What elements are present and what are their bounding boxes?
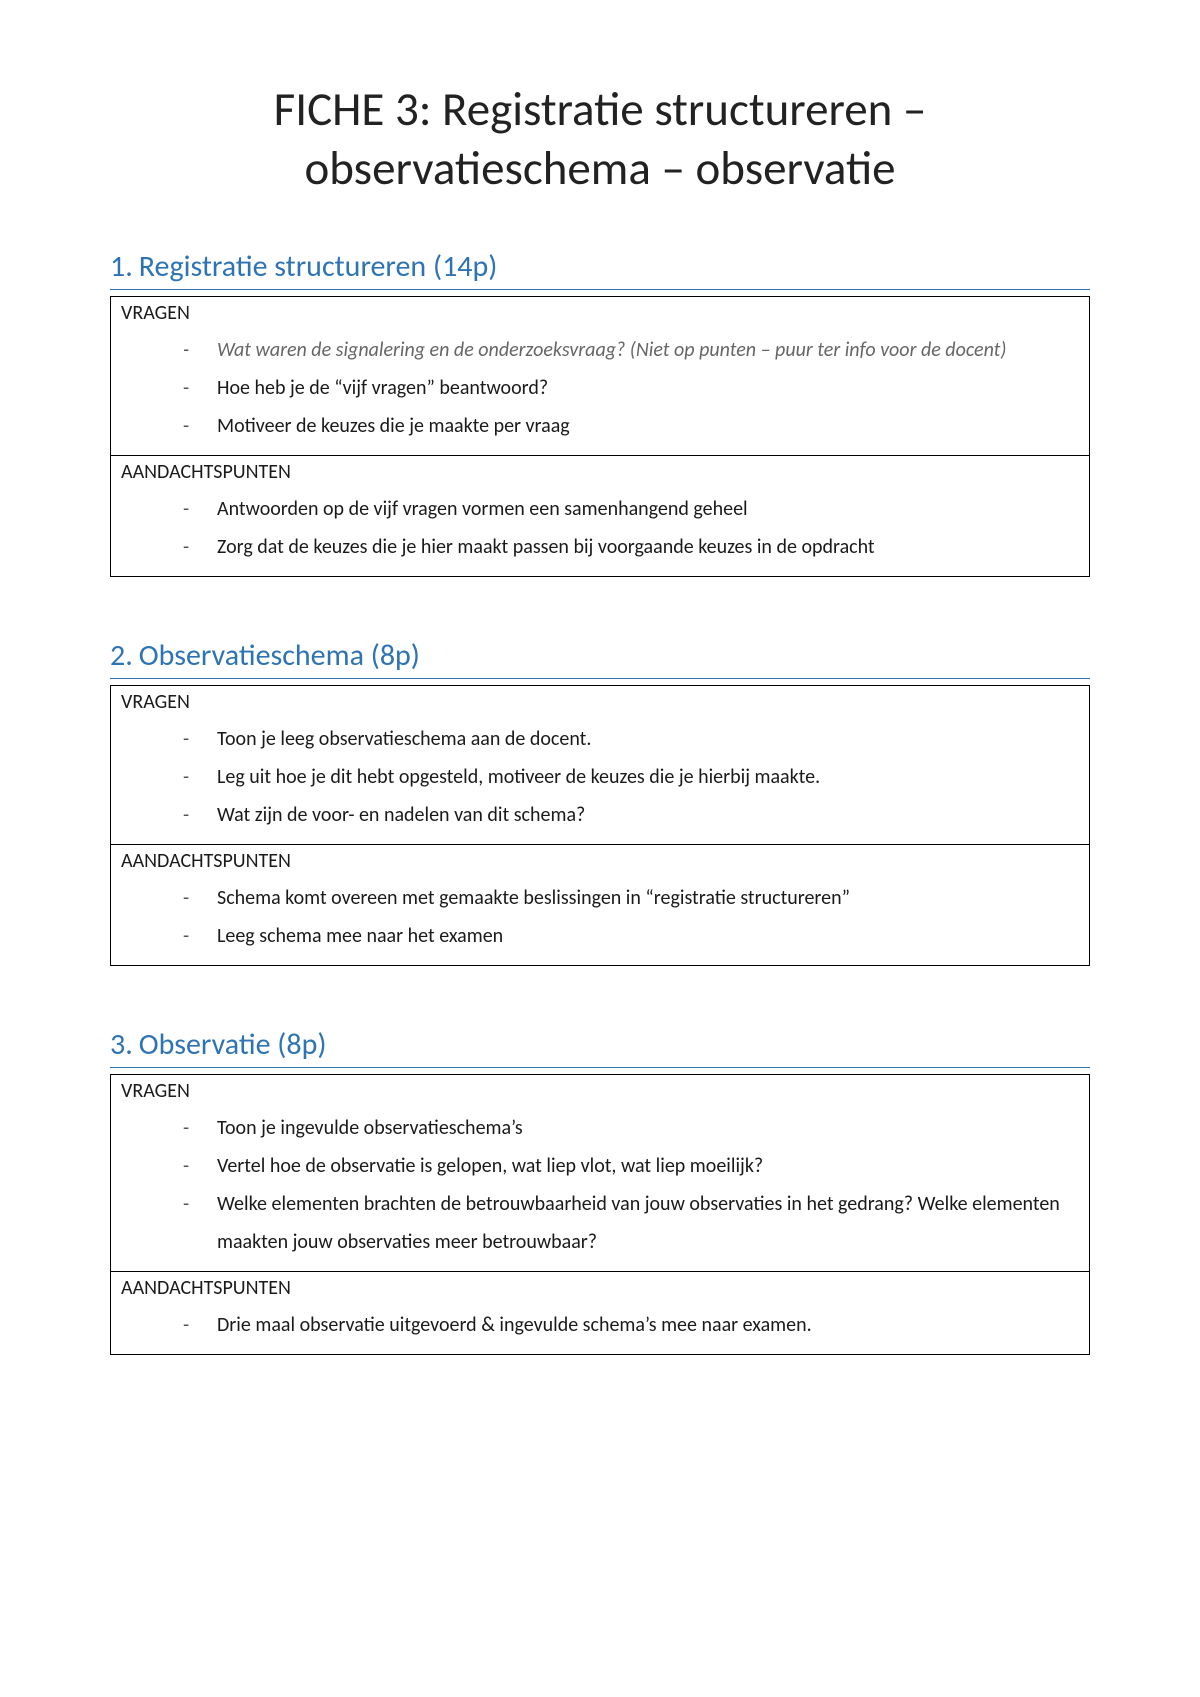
- list-item: Drie maal observatie uitgevoerd & ingevu…: [183, 1306, 1069, 1344]
- section-number: 2.: [110, 637, 133, 674]
- vragen-list: Wat waren de signalering en de onderzoek…: [111, 331, 1089, 445]
- section-title: Observatieschema (8p): [139, 637, 420, 674]
- vragen-box: VRAGEN Wat waren de signalering en de on…: [110, 296, 1090, 456]
- list-item: Leg uit hoe je dit hebt opgesteld, motiv…: [183, 758, 1069, 796]
- list-item: Toon je leeg observatieschema aan de doc…: [183, 720, 1069, 758]
- list-item: Welke elementen brachten de betrouwbaarh…: [183, 1185, 1069, 1261]
- vragen-list: Toon je leeg observatieschema aan de doc…: [111, 720, 1089, 834]
- list-item: Wat zijn de voor- en nadelen van dit sch…: [183, 796, 1069, 834]
- vragen-box: VRAGEN Toon je ingevulde observatieschem…: [110, 1074, 1090, 1272]
- box-label-vragen: VRAGEN: [111, 686, 1089, 716]
- list-item: Antwoorden op de vijf vragen vormen een …: [183, 490, 1069, 528]
- list-item: Schema komt overeen met gemaakte besliss…: [183, 879, 1069, 917]
- list-item: Hoe heb je de “vijf vragen” beantwoord?: [183, 369, 1069, 407]
- section-number: 1.: [110, 248, 133, 285]
- list-item: Motiveer de keuzes die je maakte per vra…: [183, 407, 1069, 445]
- aandacht-list: Schema komt overeen met gemaakte besliss…: [111, 879, 1089, 955]
- aandacht-list: Antwoorden op de vijf vragen vormen een …: [111, 490, 1089, 566]
- list-item: Zorg dat de keuzes die je hier maakt pas…: [183, 528, 1069, 566]
- section-number: 3.: [110, 1026, 133, 1063]
- section-title: Registratie structureren (14p): [139, 248, 498, 285]
- page: FICHE 3: Registratie structureren – obse…: [0, 0, 1200, 1697]
- list-item: Wat waren de signalering en de onderzoek…: [183, 331, 1069, 369]
- aandacht-list: Drie maal observatie uitgevoerd & ingevu…: [111, 1306, 1089, 1344]
- box-label-vragen: VRAGEN: [111, 297, 1089, 327]
- vragen-list: Toon je ingevulde observatieschema’s Ver…: [111, 1109, 1089, 1261]
- section-heading-3: 3.Observatie (8p): [110, 1026, 1090, 1068]
- spacer: [110, 966, 1090, 984]
- box-label-aandacht: AANDACHTSPUNTEN: [111, 1272, 1089, 1302]
- list-item: Leeg schema mee naar het examen: [183, 917, 1069, 955]
- box-label-vragen: VRAGEN: [111, 1075, 1089, 1105]
- aandacht-box: AANDACHTSPUNTEN Drie maal observatie uit…: [110, 1272, 1090, 1355]
- aandacht-box: AANDACHTSPUNTEN Antwoorden op de vijf vr…: [110, 456, 1090, 577]
- section-heading-1: 1.Registratie structureren (14p): [110, 248, 1090, 290]
- aandacht-box: AANDACHTSPUNTEN Schema komt overeen met …: [110, 845, 1090, 966]
- section-title: Observatie (8p): [139, 1026, 327, 1063]
- spacer: [110, 577, 1090, 595]
- section-heading-2: 2.Observatieschema (8p): [110, 637, 1090, 679]
- box-label-aandacht: AANDACHTSPUNTEN: [111, 456, 1089, 486]
- list-item: Vertel hoe de observatie is gelopen, wat…: [183, 1147, 1069, 1185]
- vragen-box: VRAGEN Toon je leeg observatieschema aan…: [110, 685, 1090, 845]
- box-label-aandacht: AANDACHTSPUNTEN: [111, 845, 1089, 875]
- document-title: FICHE 3: Registratie structureren – obse…: [110, 80, 1090, 198]
- list-item: Toon je ingevulde observatieschema’s: [183, 1109, 1069, 1147]
